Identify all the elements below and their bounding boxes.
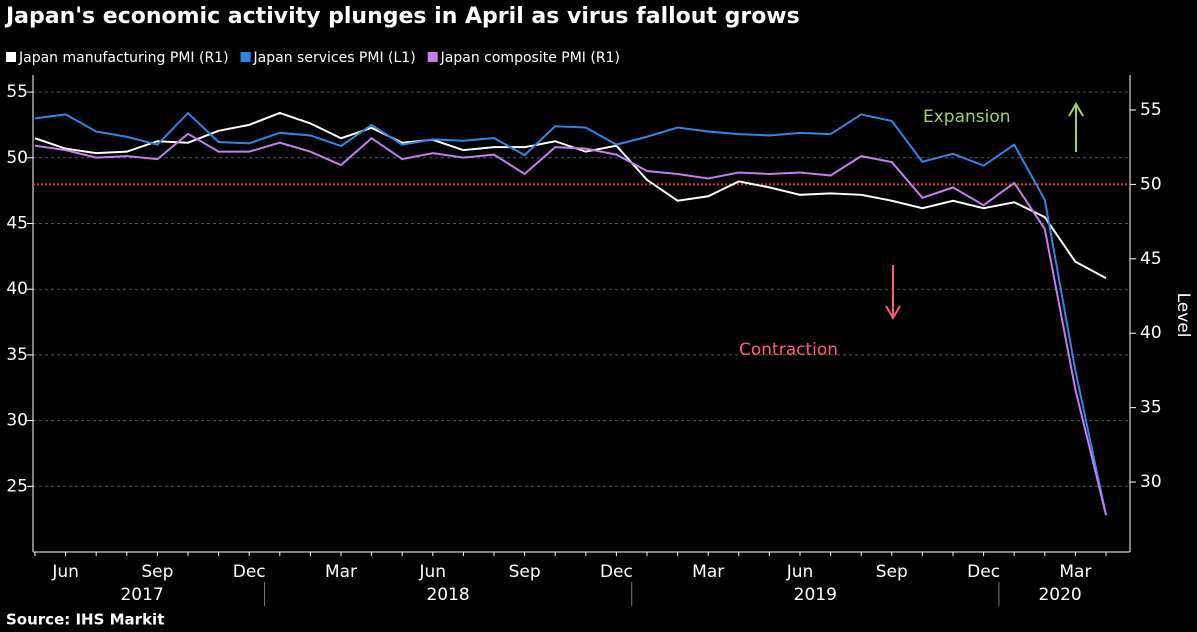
year-label: 2019 [794, 585, 837, 605]
y2-tick-label: 30 [1140, 472, 1162, 492]
chart-title: Japan's economic activity plunges in Apr… [4, 4, 800, 29]
series-line [34, 111, 1107, 516]
series-line [34, 132, 1107, 516]
legend-swatch [240, 52, 251, 62]
year-label: 2018 [426, 585, 469, 605]
arrow-down [885, 265, 901, 320]
y-tick-label: 25 [6, 476, 28, 496]
annotation: Contraction [739, 340, 838, 360]
x-tick-label: Jun [419, 562, 447, 582]
legend-swatch [6, 52, 16, 62]
source: Source: IHS Markit [6, 611, 164, 629]
x-tick-label: Sep [509, 562, 541, 582]
y2-tick-label: 35 [1140, 398, 1162, 418]
x-tick-label: Mar [325, 562, 357, 582]
y2-axis-label: Level [1173, 293, 1193, 338]
y-tick-label: 55 [6, 82, 28, 102]
y-tick-label: 30 [6, 411, 28, 431]
y-tick-label: 40 [6, 279, 28, 299]
x-tick-label: Mar [1059, 562, 1091, 582]
legend-swatch [427, 52, 438, 62]
series-line [34, 111, 1107, 280]
x-tick-label: Jun [786, 562, 814, 582]
y-tick-label: 35 [6, 345, 28, 365]
x-tick-label: Dec [233, 562, 266, 582]
y2-tick-label: 40 [1140, 323, 1162, 343]
arrow-up [1068, 102, 1084, 152]
y2-tick-label: 45 [1140, 249, 1162, 269]
annotation: Expansion [923, 107, 1011, 127]
y-tick-label: 50 [6, 148, 28, 168]
y2-tick-label: 50 [1140, 174, 1162, 194]
y-tick-label: 45 [6, 213, 28, 233]
x-tick-label: Dec [600, 562, 633, 582]
legend-label: Japan services PMI (L1) [253, 50, 416, 66]
legend-label: Japan manufacturing PMI (R1) [18, 50, 229, 66]
x-tick-label: Dec [967, 562, 1000, 582]
legend-label: Japan composite PMI (R1) [440, 50, 620, 66]
x-tick-label: Mar [692, 562, 724, 582]
year-label: 2017 [120, 585, 163, 605]
year-label: 2020 [1038, 585, 1081, 605]
x-tick-label: Jun [51, 562, 79, 582]
y2-tick-label: 55 [1140, 100, 1162, 120]
x-tick-label: Sep [876, 562, 908, 582]
x-tick-label: Sep [141, 562, 173, 582]
